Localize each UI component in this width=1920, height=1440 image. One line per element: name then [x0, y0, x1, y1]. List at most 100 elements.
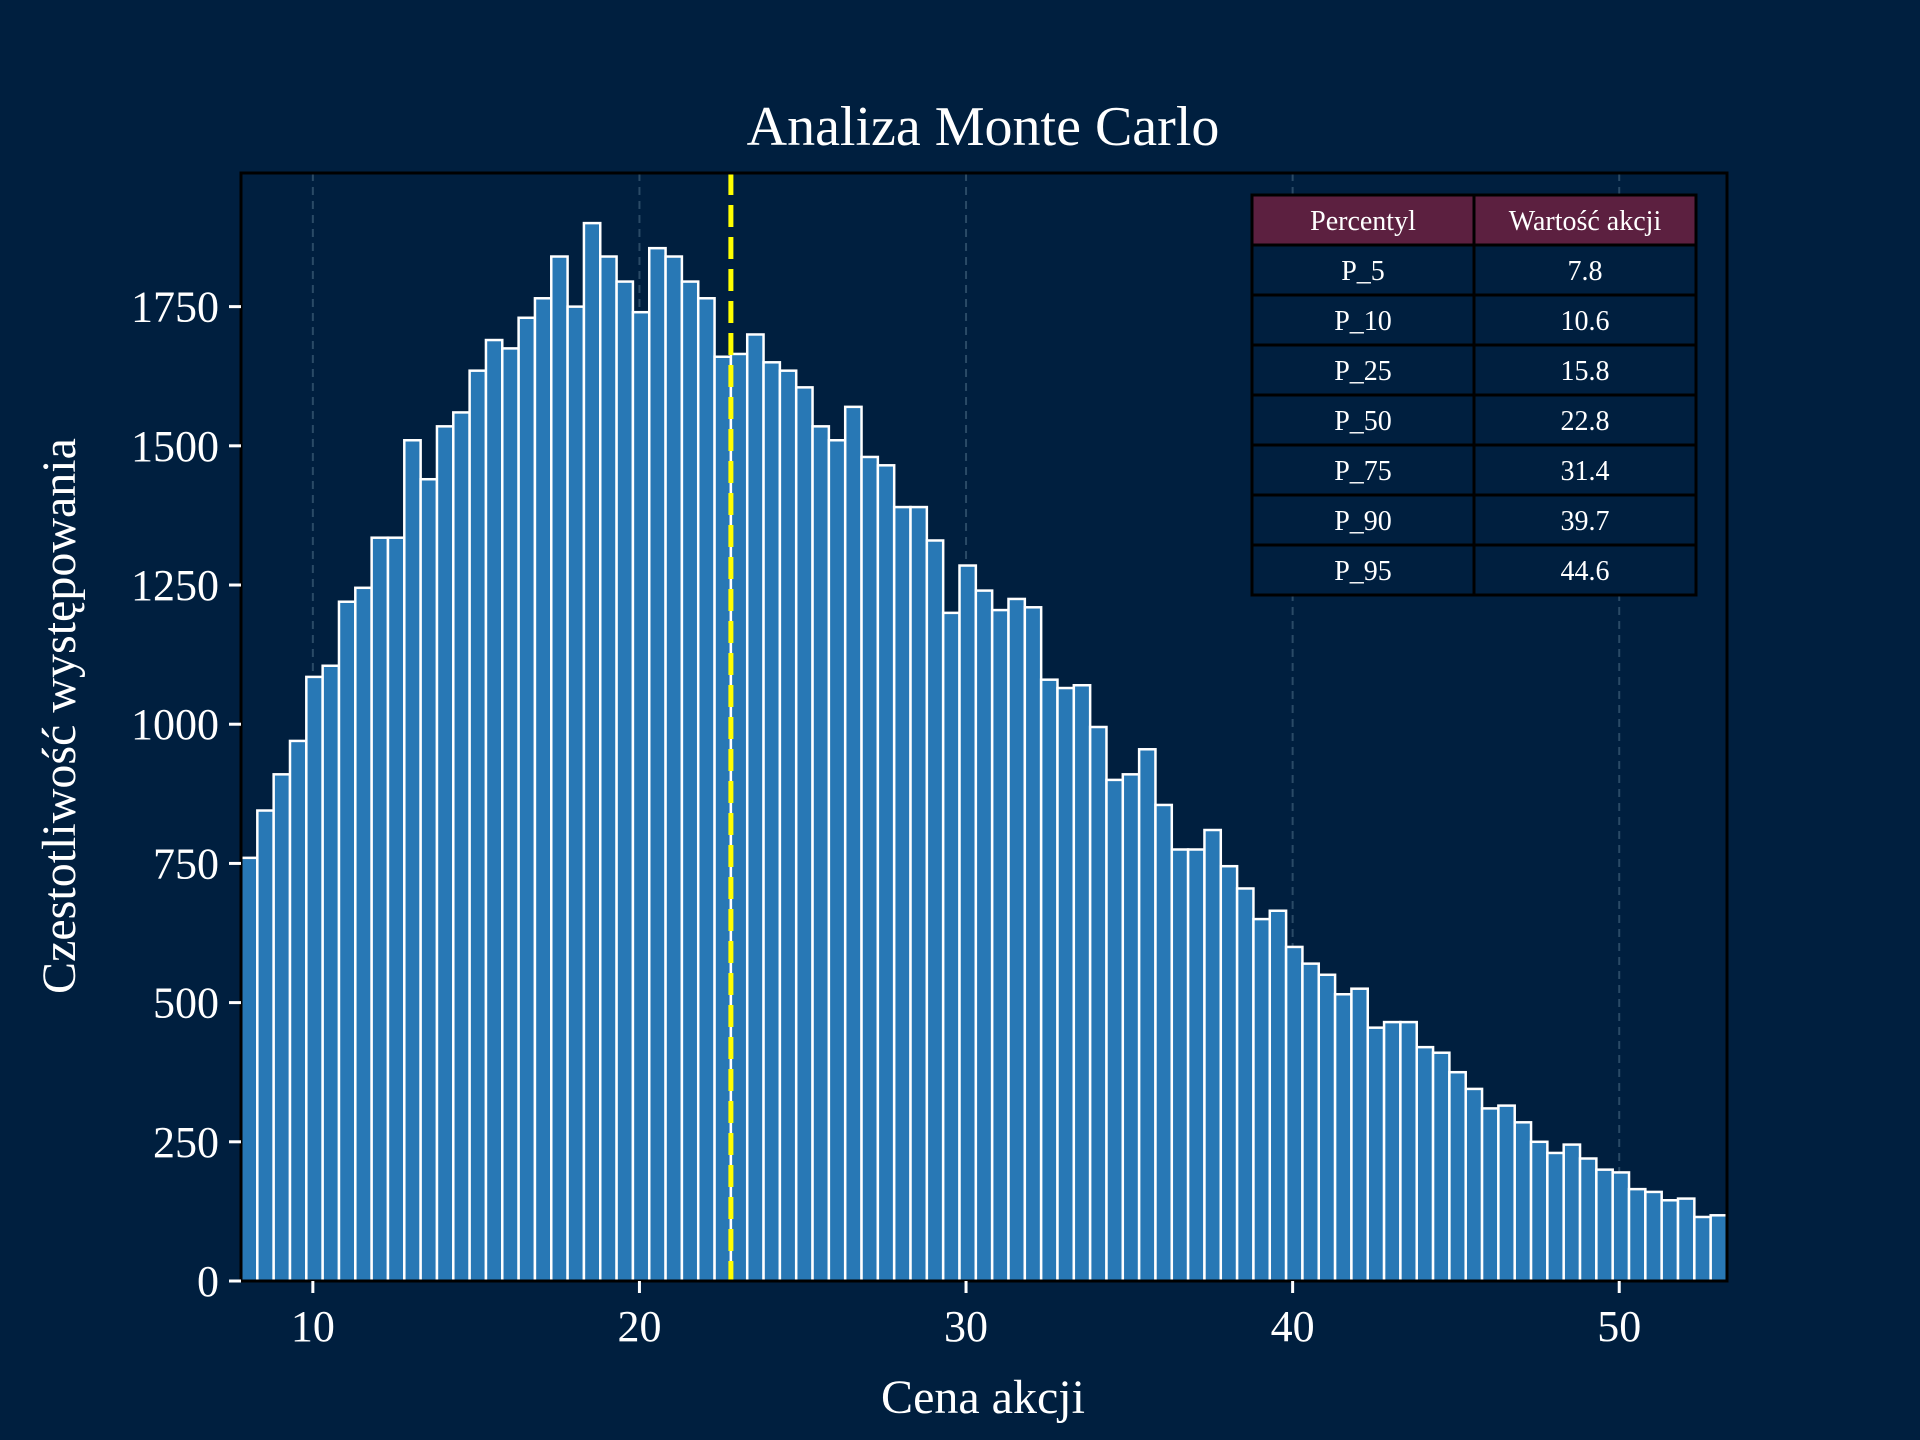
histogram-bar — [1333, 993, 1353, 1283]
table-cell-text: 15.8 — [1561, 356, 1610, 387]
table-header-cell — [1472, 193, 1698, 247]
histogram-bar — [550, 255, 569, 1283]
histogram-bar — [680, 280, 700, 1283]
x-tick-label: 40 — [1271, 1302, 1315, 1351]
histogram-bar — [337, 600, 357, 1283]
histogram-bar — [990, 608, 1010, 1283]
histogram-bar — [1186, 848, 1206, 1283]
table-cell-text: 31.4 — [1561, 456, 1610, 487]
histogram-bar — [811, 425, 831, 1283]
x-axis-label: Cena akcji — [881, 1371, 1085, 1424]
table-cell-text: 22.8 — [1561, 406, 1610, 437]
table-cell-text: 44.6 — [1561, 556, 1610, 587]
histogram-bar — [321, 664, 341, 1283]
histogram-bar — [664, 255, 684, 1283]
histogram-bar — [256, 809, 275, 1283]
histogram-bar — [599, 255, 618, 1283]
histogram-bars — [239, 221, 1729, 1283]
histogram-bar — [1023, 606, 1043, 1283]
histogram-bar — [1546, 1151, 1565, 1283]
histogram-bar — [1611, 1171, 1631, 1283]
histogram-bar — [1382, 1020, 1402, 1283]
histogram-bar — [1448, 1070, 1467, 1283]
histogram-bar — [1709, 1214, 1729, 1283]
y-axis-ticks: 0 250 500 750 1000 1250 1500 1750 — [131, 283, 241, 1306]
histogram-bar — [1170, 848, 1190, 1283]
histogram-bar — [1464, 1087, 1484, 1283]
histogram-bar — [860, 455, 880, 1283]
histogram-bar — [1317, 973, 1337, 1283]
histogram-bar — [1676, 1197, 1696, 1283]
histogram-bar — [370, 536, 390, 1283]
histogram-bar — [1088, 725, 1108, 1283]
table-cell — [1472, 243, 1698, 297]
table-cell-text: P_10 — [1334, 306, 1392, 337]
x-tick-label: 30 — [944, 1302, 988, 1351]
histogram-bar — [305, 675, 324, 1283]
histogram-bar — [533, 297, 553, 1283]
histogram-bar — [1072, 683, 1092, 1283]
histogram-bar — [647, 246, 667, 1283]
histogram-bar — [843, 405, 863, 1283]
table-cell — [1472, 393, 1698, 447]
y-tick-label: 250 — [153, 1118, 219, 1167]
histogram-bar — [1366, 1026, 1386, 1283]
histogram-bar — [1415, 1045, 1435, 1283]
histogram-bar — [1529, 1140, 1549, 1283]
histogram-bar — [1431, 1051, 1451, 1283]
histogram-bar — [1644, 1190, 1663, 1283]
y-axis-label: Czestotliwość występowania — [33, 438, 86, 994]
table-cell — [1250, 493, 1476, 547]
x-tick-label: 10 — [291, 1302, 335, 1351]
histogram-bar — [1154, 803, 1174, 1283]
table-cell — [1250, 543, 1476, 597]
histogram-bar — [1562, 1143, 1582, 1283]
histogram-bar — [892, 505, 912, 1283]
percentile-table: Percentyl Wartość akcji P_5 7.8 P_10 10.6 P_25… — [1250, 193, 1698, 597]
histogram-bar — [1039, 678, 1059, 1283]
table-header-label: Percentyl — [1310, 206, 1416, 237]
y-tick-label: 500 — [153, 979, 219, 1028]
y-tick-label: 750 — [153, 839, 219, 888]
histogram-bar — [615, 280, 635, 1283]
x-axis-ticks: 10 20 30 40 50 — [291, 1281, 1641, 1351]
table-cell — [1250, 243, 1476, 297]
histogram-bar — [745, 333, 765, 1283]
histogram-bar — [1121, 773, 1141, 1283]
chart-title: Analiza Monte Carlo — [747, 96, 1220, 158]
histogram-bar — [419, 477, 439, 1283]
histogram-bar — [794, 386, 814, 1283]
y-tick-label: 0 — [197, 1257, 219, 1306]
histogram-bar — [958, 564, 978, 1283]
histogram-bar — [468, 369, 488, 1283]
histogram-bar — [239, 856, 259, 1283]
histogram-bar — [354, 586, 373, 1283]
histogram-bar — [974, 589, 994, 1283]
histogram-bar — [1497, 1104, 1516, 1283]
histogram-bar — [1578, 1157, 1598, 1283]
histogram-bar — [386, 536, 406, 1283]
histogram-bar — [501, 347, 520, 1283]
histogram-bar — [778, 369, 798, 1283]
table-cell-text: 7.8 — [1568, 256, 1603, 287]
histogram-bar — [762, 361, 782, 1283]
table-cell-text: P_95 — [1334, 556, 1392, 587]
histogram-bar — [1007, 597, 1027, 1283]
table-header-label: Wartość akcji — [1509, 206, 1662, 237]
histogram-bar — [876, 464, 896, 1283]
y-tick-label: 1000 — [131, 700, 219, 749]
histogram-bar — [288, 739, 308, 1283]
histogram-bar — [1660, 1199, 1680, 1283]
table-cell-text: 39.7 — [1561, 506, 1610, 537]
histogram-bar — [1513, 1121, 1533, 1283]
histogram-bar — [272, 773, 292, 1283]
histogram-bar — [925, 539, 945, 1283]
x-tick-label: 50 — [1597, 1302, 1641, 1351]
histogram-bar — [1252, 917, 1272, 1283]
y-tick-label: 1750 — [131, 283, 219, 332]
table-cell — [1472, 543, 1698, 597]
table-cell — [1472, 493, 1698, 547]
histogram-bar — [941, 611, 961, 1283]
histogram-bar — [1301, 962, 1321, 1283]
